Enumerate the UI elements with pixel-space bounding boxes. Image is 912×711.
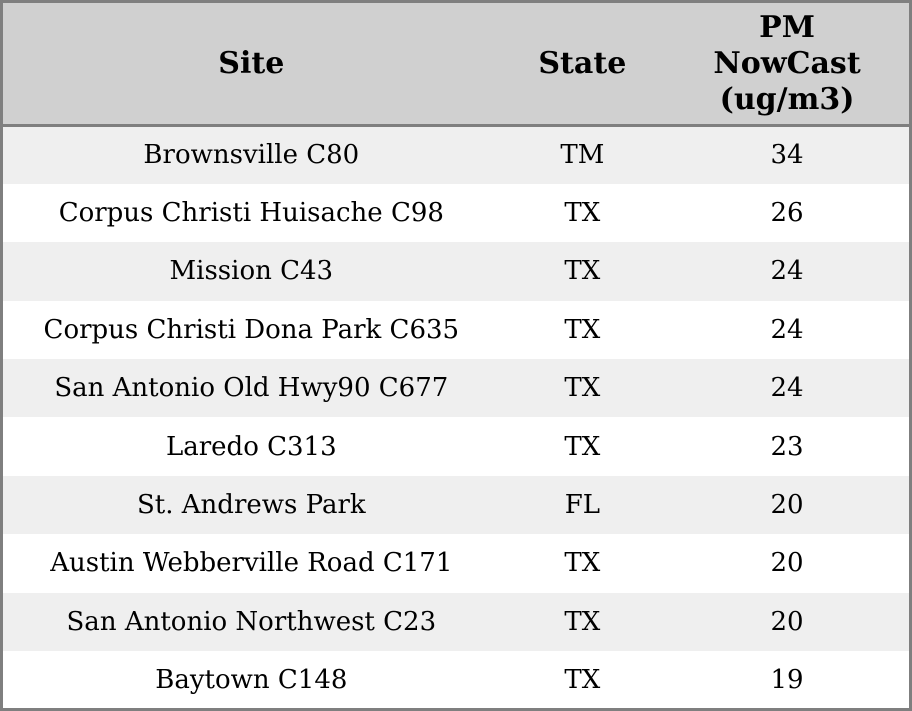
state-cell: TX	[499, 183, 666, 243]
site-cell: San Antonio Old Hwy90 C677	[1, 359, 500, 418]
state-cell: TX	[499, 300, 666, 360]
table-row: Mission C43 TX 24	[1, 242, 911, 301]
state-cell: TX	[499, 592, 666, 652]
state-cell: TX	[499, 417, 666, 476]
site-cell: Baytown C148	[1, 651, 500, 710]
table-row: San Antonio Northwest C23 TX 20	[1, 592, 911, 652]
site-cell: Mission C43	[1, 242, 500, 301]
pm-nowcast-cell: 20	[665, 534, 911, 593]
state-cell: TX	[499, 242, 666, 301]
column-header-pm-nowcast: PM NowCast (ug/m3)	[665, 1, 911, 127]
site-cell: Corpus Christi Huisache C98	[1, 183, 500, 243]
site-cell: San Antonio Northwest C23	[1, 592, 500, 652]
state-cell: TX	[499, 534, 666, 593]
table-row: St. Andrews Park FL 20	[1, 475, 911, 535]
pm-nowcast-cell: 26	[665, 183, 911, 243]
header-row: Site State PM NowCast (ug/m3)	[1, 1, 911, 127]
pm-nowcast-cell: 20	[665, 475, 911, 535]
site-cell: Laredo C313	[1, 417, 500, 476]
state-cell: TX	[499, 651, 666, 710]
pm-nowcast-cell: 20	[665, 592, 911, 652]
site-cell: Brownsville C80	[1, 125, 500, 184]
table-row: Brownsville C80 TM 34	[1, 125, 911, 184]
pm-nowcast-cell: 23	[665, 417, 911, 476]
column-header-site: Site	[1, 1, 500, 127]
table-row: Laredo C313 TX 23	[1, 417, 911, 476]
table-row: Baytown C148 TX 19	[1, 651, 911, 710]
pm-nowcast-cell: 24	[665, 300, 911, 360]
table-row: Austin Webberville Road C171 TX 20	[1, 534, 911, 593]
state-cell: TM	[499, 125, 666, 184]
site-cell: Corpus Christi Dona Park C635	[1, 300, 500, 360]
state-cell: FL	[499, 475, 666, 535]
column-header-state: State	[499, 1, 666, 127]
table-row: Corpus Christi Dona Park C635 TX 24	[1, 300, 911, 360]
pm-nowcast-cell: 19	[665, 651, 911, 710]
pm-nowcast-cell: 24	[665, 242, 911, 301]
table-row: San Antonio Old Hwy90 C677 TX 24	[1, 359, 911, 418]
pm-nowcast-cell: 24	[665, 359, 911, 418]
pm-nowcast-cell: 34	[665, 125, 911, 184]
table-row: Corpus Christi Huisache C98 TX 26	[1, 183, 911, 243]
site-cell: St. Andrews Park	[1, 475, 500, 535]
site-cell: Austin Webberville Road C171	[1, 534, 500, 593]
state-cell: TX	[499, 359, 666, 418]
